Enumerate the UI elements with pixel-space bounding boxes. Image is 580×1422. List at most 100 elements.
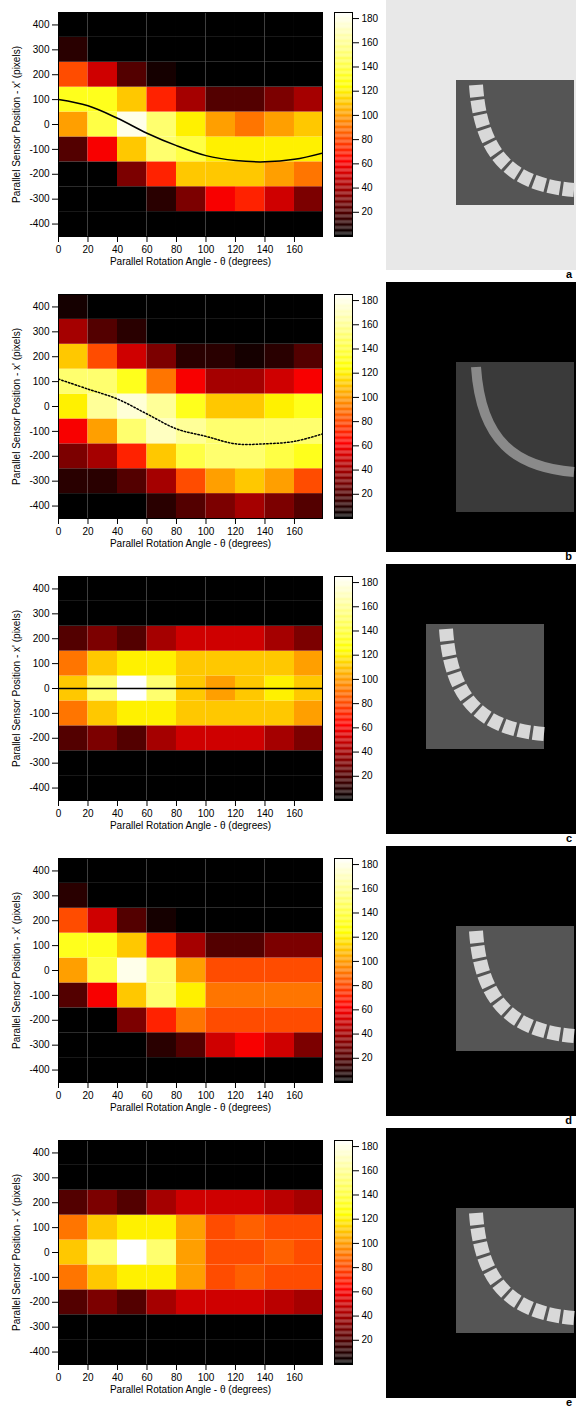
svg-text:40: 40 <box>362 182 374 193</box>
svg-text:100: 100 <box>33 376 50 387</box>
svg-text:60: 60 <box>362 722 374 733</box>
svg-text:180: 180 <box>362 295 379 306</box>
svg-text:140: 140 <box>362 1189 379 1200</box>
svg-text:-300: -300 <box>29 193 49 204</box>
svg-text:-200: -200 <box>29 1296 49 1307</box>
svg-text:-400: -400 <box>29 1064 49 1075</box>
svg-text:120: 120 <box>227 1090 244 1101</box>
svg-text:160: 160 <box>286 1090 303 1101</box>
svg-text:60: 60 <box>141 808 153 819</box>
svg-text:80: 80 <box>362 416 374 427</box>
svg-text:100: 100 <box>198 244 215 255</box>
svg-text:180: 180 <box>362 577 379 588</box>
svg-text:120: 120 <box>227 1372 244 1383</box>
svg-text:40: 40 <box>112 244 124 255</box>
svg-text:400: 400 <box>33 1147 50 1158</box>
svg-text:Parallel Rotation Angle - θ (d: Parallel Rotation Angle - θ (degrees) <box>110 538 271 549</box>
svg-text:200: 200 <box>33 633 50 644</box>
svg-text:400: 400 <box>33 301 50 312</box>
svg-text:20: 20 <box>82 1090 94 1101</box>
svg-text:100: 100 <box>198 1090 215 1101</box>
svg-text:140: 140 <box>362 343 379 354</box>
svg-text:-200: -200 <box>29 1014 49 1025</box>
svg-text:120: 120 <box>362 367 379 378</box>
svg-text:100: 100 <box>362 956 379 967</box>
svg-text:120: 120 <box>227 244 244 255</box>
svg-text:-400: -400 <box>29 782 49 793</box>
svg-text:40: 40 <box>112 526 124 537</box>
svg-text:20: 20 <box>82 1372 94 1383</box>
svg-text:Parallel Rotation Angle - θ (d: Parallel Rotation Angle - θ (degrees) <box>110 1384 271 1395</box>
svg-text:100: 100 <box>198 526 215 537</box>
svg-text:0: 0 <box>56 1090 62 1101</box>
svg-text:-100: -100 <box>29 426 49 437</box>
svg-text:-200: -200 <box>29 732 49 743</box>
svg-text:20: 20 <box>362 1052 374 1063</box>
svg-text:40: 40 <box>112 1372 124 1383</box>
svg-text:0: 0 <box>56 526 62 537</box>
svg-text:140: 140 <box>257 1090 274 1101</box>
svg-text:120: 120 <box>362 85 379 96</box>
svg-text:40: 40 <box>362 746 374 757</box>
svg-text:400: 400 <box>33 865 50 876</box>
svg-text:140: 140 <box>362 907 379 918</box>
svg-text:60: 60 <box>362 158 374 169</box>
svg-text:80: 80 <box>362 980 374 991</box>
svg-text:400: 400 <box>33 583 50 594</box>
svg-text:100: 100 <box>33 1222 50 1233</box>
svg-text:20: 20 <box>362 206 374 217</box>
svg-text:100: 100 <box>33 94 50 105</box>
svg-text:60: 60 <box>362 440 374 451</box>
svg-text:Parallel Rotation Angle - θ (d: Parallel Rotation Angle - θ (degrees) <box>110 820 271 831</box>
svg-text:-300: -300 <box>29 757 49 768</box>
svg-text:0: 0 <box>44 683 50 694</box>
svg-text:60: 60 <box>362 1286 374 1297</box>
svg-text:200: 200 <box>33 915 50 926</box>
svg-text:80: 80 <box>362 698 374 709</box>
svg-text:160: 160 <box>362 319 379 330</box>
svg-text:300: 300 <box>33 608 50 619</box>
svg-text:80: 80 <box>171 1372 183 1383</box>
svg-text:100: 100 <box>198 1372 215 1383</box>
svg-text:100: 100 <box>33 940 50 951</box>
svg-text:40: 40 <box>362 1310 374 1321</box>
svg-text:160: 160 <box>286 244 303 255</box>
svg-text:140: 140 <box>257 244 274 255</box>
svg-text:100: 100 <box>198 808 215 819</box>
svg-text:80: 80 <box>362 1262 374 1273</box>
svg-text:200: 200 <box>33 1197 50 1208</box>
svg-text:-300: -300 <box>29 475 49 486</box>
svg-text:60: 60 <box>141 526 153 537</box>
svg-text:Parallel Sensor Position - x': Parallel Sensor Position - x' (pixels) <box>11 1174 22 1331</box>
svg-text:140: 140 <box>257 808 274 819</box>
svg-text:-400: -400 <box>29 1346 49 1357</box>
svg-text:200: 200 <box>33 351 50 362</box>
svg-text:20: 20 <box>362 770 374 781</box>
svg-text:-400: -400 <box>29 500 49 511</box>
svg-text:80: 80 <box>171 526 183 537</box>
svg-text:20: 20 <box>362 1334 374 1345</box>
svg-text:140: 140 <box>257 526 274 537</box>
svg-text:160: 160 <box>362 883 379 894</box>
svg-text:40: 40 <box>112 808 124 819</box>
svg-text:Parallel Sensor Position - x': Parallel Sensor Position - x' (pixels) <box>11 892 22 1049</box>
svg-text:20: 20 <box>82 808 94 819</box>
svg-text:120: 120 <box>227 526 244 537</box>
svg-text:Parallel Rotation Angle - θ (d: Parallel Rotation Angle - θ (degrees) <box>110 1102 271 1113</box>
svg-text:120: 120 <box>227 808 244 819</box>
svg-text:Parallel Sensor Position - x': Parallel Sensor Position - x' (pixels) <box>11 328 22 485</box>
svg-text:100: 100 <box>362 1238 379 1249</box>
svg-text:-100: -100 <box>29 144 49 155</box>
svg-text:160: 160 <box>362 37 379 48</box>
svg-text:0: 0 <box>56 244 62 255</box>
svg-text:300: 300 <box>33 44 50 55</box>
svg-text:300: 300 <box>33 890 50 901</box>
svg-text:0: 0 <box>44 401 50 412</box>
svg-text:120: 120 <box>362 931 379 942</box>
svg-text:0: 0 <box>44 1247 50 1258</box>
svg-text:0: 0 <box>44 119 50 130</box>
svg-text:-100: -100 <box>29 708 49 719</box>
svg-text:0: 0 <box>56 808 62 819</box>
svg-text:60: 60 <box>362 1004 374 1015</box>
svg-text:120: 120 <box>362 1213 379 1224</box>
